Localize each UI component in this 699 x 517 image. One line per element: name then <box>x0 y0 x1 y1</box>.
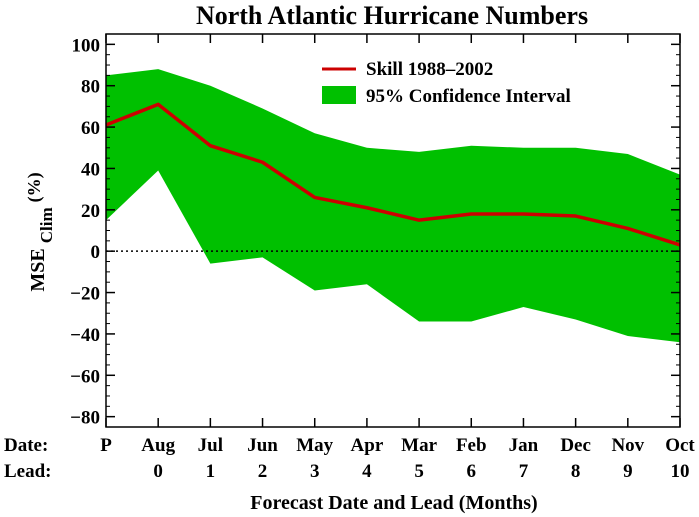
x-lead-label: 8 <box>571 461 581 482</box>
date-row-label: Date: <box>4 435 48 456</box>
legend-band-swatch <box>322 86 356 104</box>
x-date-label: Jul <box>198 435 223 456</box>
x-lead-label: 3 <box>310 461 320 482</box>
y-tick-label: 0 <box>91 242 101 263</box>
x-lead-label: 4 <box>362 461 372 482</box>
x-date-label: Jan <box>509 435 539 456</box>
skill-line <box>105 102 681 247</box>
x-lead-label: 0 <box>153 461 163 482</box>
y-tick-label: 40 <box>81 159 100 180</box>
x-date-label: May <box>296 435 333 456</box>
x-date-label: P <box>100 435 112 456</box>
x-lead-label: 6 <box>467 461 477 482</box>
svg-text:MSE Clim (%): MSE Clim (%) <box>24 172 57 291</box>
x-axis-title: Forecast Date and Lead (Months) <box>250 492 537 514</box>
x-lead-label: 10 <box>671 461 690 482</box>
chart-title: North Atlantic Hurricane Numbers <box>196 1 588 30</box>
x-date-label: Nov <box>611 435 644 456</box>
y-tick-label: −40 <box>70 325 100 346</box>
x-lead-label: 7 <box>519 461 529 482</box>
x-lead-label: 1 <box>206 461 216 482</box>
y-axis-title-main: MSE <box>27 248 49 291</box>
x-date-label: Oct <box>665 435 695 456</box>
x-date-label: Mar <box>401 435 437 456</box>
y-tick-label: 60 <box>81 118 100 139</box>
x-date-label: Jun <box>247 435 278 456</box>
y-tick-label: 20 <box>81 201 100 222</box>
y-axis-title-unit: (%) <box>24 172 45 202</box>
x-date-label: Apr <box>351 435 384 456</box>
legend-band-label: 95% Confidence Interval <box>366 86 571 107</box>
legend-line-label: Skill 1988–2002 <box>366 59 493 80</box>
x-date-label: Feb <box>456 435 487 456</box>
x-lead-label: 2 <box>258 461 268 482</box>
y-axis-title: MSE Clim (%) <box>24 172 57 291</box>
lead-row-label: Lead: <box>4 461 52 482</box>
y-axis-title-sub: Clim <box>37 207 56 243</box>
y-tick-label: 80 <box>81 77 100 98</box>
x-lead-label: 5 <box>414 461 424 482</box>
x-date-label: Dec <box>560 435 591 456</box>
x-date-label: Aug <box>141 435 175 456</box>
confidence-band <box>106 69 680 343</box>
legend: Skill 1988–2002 95% Confidence Interval <box>322 59 571 107</box>
y-tick-label: −80 <box>70 408 100 429</box>
y-tick-label: 100 <box>72 35 101 56</box>
y-axis: 100 80 60 40 20 0 −20 −40 −60 −80 <box>70 35 680 429</box>
x-axis: P Aug 0 Jul 1 Jun 2 May 3 Apr 4 Mar 5 Feb 6 Jan 7 Dec 8 Nov… <box>100 34 695 482</box>
x-lead-label: 9 <box>623 461 633 482</box>
y-tick-label: −60 <box>70 366 100 387</box>
y-tick-label: −20 <box>70 284 100 305</box>
